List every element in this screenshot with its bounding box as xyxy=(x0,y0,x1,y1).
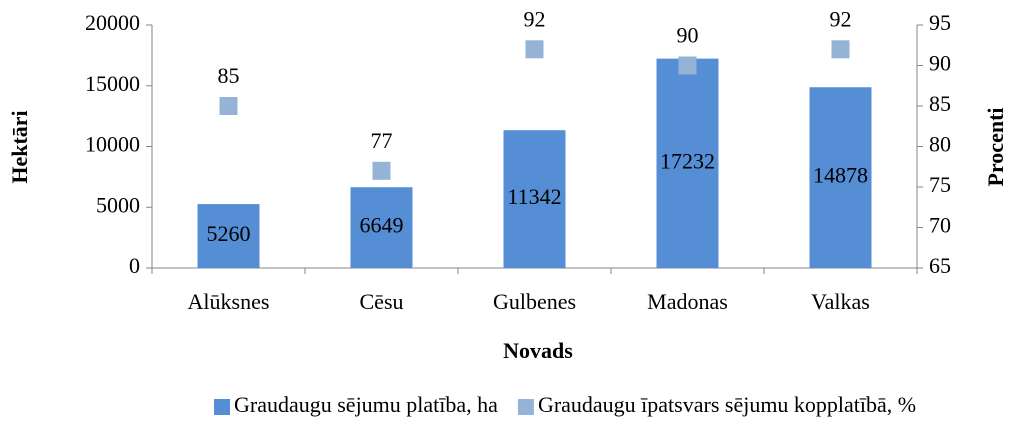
x-tick-label: Alūksnes xyxy=(188,289,270,314)
y2-tick-label: 85 xyxy=(929,91,951,116)
y2-tick-label: 95 xyxy=(929,10,951,35)
marker-value-label: 92 xyxy=(830,6,852,31)
bar-value-label: 17232 xyxy=(660,148,715,173)
bar xyxy=(809,87,872,268)
marker-value-label: 90 xyxy=(677,23,699,48)
y2-tick-label: 75 xyxy=(929,172,951,197)
x-tick-label: Valkas xyxy=(811,289,870,314)
y-tick-label: 15000 xyxy=(85,71,140,96)
marker-value-label: 77 xyxy=(371,128,393,153)
y-axis-title: Hektāri xyxy=(7,110,32,183)
bar xyxy=(197,204,260,268)
bar-value-label: 14878 xyxy=(813,163,868,188)
y2-tick-label: 90 xyxy=(929,51,951,76)
marker xyxy=(525,40,544,59)
legend-label: Graudaugu sējumu platība, ha xyxy=(234,392,498,417)
legend-swatch xyxy=(517,399,534,415)
y-tick-label: 0 xyxy=(129,253,140,278)
x-tick-label: Cēsu xyxy=(360,289,404,314)
bar xyxy=(350,187,413,268)
marker xyxy=(219,97,238,115)
y2-tick-label: 80 xyxy=(929,132,951,157)
bar-value-label: 6649 xyxy=(360,213,404,238)
y-tick-label: 20000 xyxy=(85,10,140,35)
x-axis-title: Novads xyxy=(503,338,573,363)
marker xyxy=(831,40,850,59)
marker-value-label: 92 xyxy=(524,6,546,31)
y2-axis-title: Procenti xyxy=(983,107,1008,186)
y2-tick-label: 70 xyxy=(929,213,951,238)
bar xyxy=(503,130,566,268)
y-tick-label: 10000 xyxy=(85,132,140,157)
x-tick-label: Madonas xyxy=(647,289,728,314)
legend-label: Graudaugu īpatsvars sējumu kopplatībā, % xyxy=(538,392,916,417)
y2-tick-label: 65 xyxy=(929,253,951,278)
y-tick-label: 5000 xyxy=(96,192,140,217)
marker xyxy=(678,56,697,75)
bar-value-label: 5260 xyxy=(207,221,251,246)
bar xyxy=(656,58,719,269)
x-tick-label: Gulbenes xyxy=(493,289,576,314)
marker xyxy=(372,161,391,180)
bar-value-label: 11342 xyxy=(507,184,561,209)
legend-swatch xyxy=(214,399,230,415)
marker-value-label: 85 xyxy=(218,63,240,88)
